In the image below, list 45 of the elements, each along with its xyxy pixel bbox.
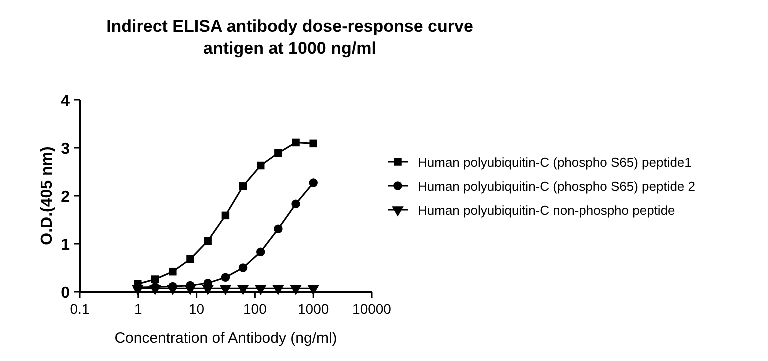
x-tick-label: 10 <box>189 301 205 317</box>
point <box>220 285 232 296</box>
point <box>239 182 248 190</box>
point <box>292 138 300 147</box>
x-tick-label: 1 <box>134 301 142 317</box>
point <box>184 285 196 296</box>
point <box>204 237 212 245</box>
point <box>169 268 177 276</box>
y-tick-label: 4 <box>61 93 70 110</box>
point <box>309 178 318 188</box>
point <box>254 285 267 296</box>
x-tick-label: 0.1 <box>70 301 90 317</box>
x-tick-label: 10000 <box>352 301 392 317</box>
point <box>310 140 318 148</box>
point <box>292 200 300 209</box>
y-tick-label: 3 <box>61 141 70 158</box>
y-tick-label: 0 <box>61 285 70 302</box>
point <box>132 285 144 296</box>
point <box>186 255 194 264</box>
point <box>272 285 284 296</box>
x-tick-label: 100 <box>244 301 268 317</box>
y-axis-title: O.D.(405 nm) <box>39 146 56 246</box>
point <box>274 149 282 158</box>
point <box>222 212 230 220</box>
chart-title: Indirect ELISA antibody dose-response curve <box>106 17 474 36</box>
point <box>256 248 266 257</box>
x-tick-label: 1000 <box>298 301 330 317</box>
point <box>149 285 162 296</box>
point <box>274 224 283 234</box>
y-tick-label: 2 <box>61 189 70 206</box>
point <box>256 162 265 170</box>
point <box>202 285 214 296</box>
legend-label: Human polyubiquitin-C (phospho S65) peptide1 <box>418 155 692 170</box>
point <box>237 285 250 296</box>
point <box>238 264 248 272</box>
x-axis-title: Concentration of Antibody (ng/ml) <box>114 330 338 347</box>
point <box>221 273 230 282</box>
legend-label: Human polyubiquitin-C non-phospho peptide <box>418 203 676 218</box>
chart-subtitle: antigen at 1000 ng/ml <box>204 39 376 58</box>
point <box>167 285 179 296</box>
point <box>151 276 160 284</box>
point <box>290 285 302 296</box>
point <box>308 285 320 296</box>
y-tick-label: 1 <box>61 237 70 254</box>
legend-label: Human polyubiquitin-C (phospho S65) peptide 2 <box>418 179 696 194</box>
